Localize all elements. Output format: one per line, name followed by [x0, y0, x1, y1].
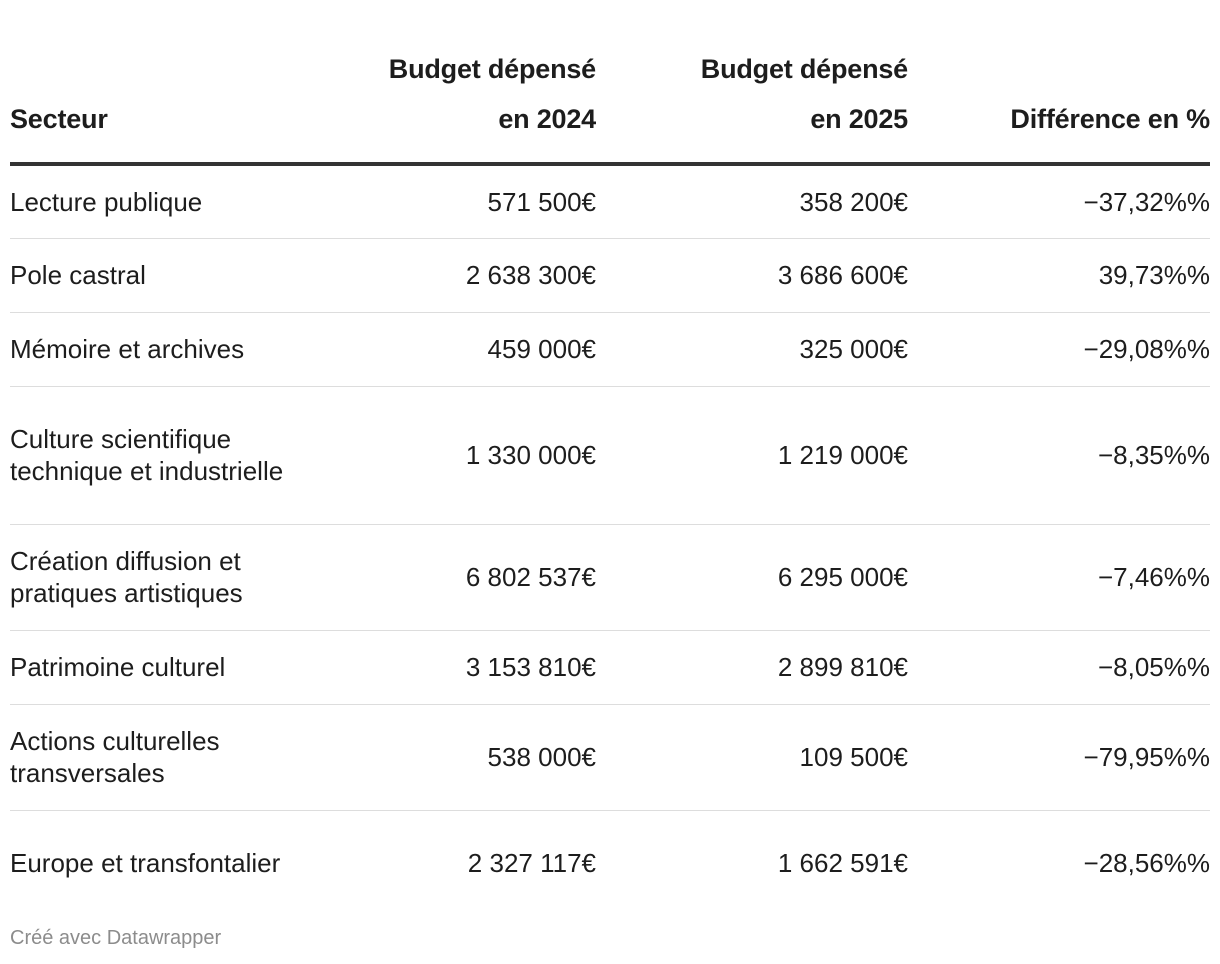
- cell-secteur: Patrimoine culturel: [10, 630, 296, 705]
- cell-difference: 39,73%%: [908, 238, 1210, 313]
- cell-secteur: Pole castral: [10, 238, 296, 313]
- header-difference[interactable]: Différence en %: [908, 44, 1210, 166]
- header-row: Secteur Budget dépensé en 2024 Budget dé…: [10, 44, 1210, 166]
- table-row: Création diffusion et pratiques artistiq…: [10, 524, 1210, 631]
- cell-difference: −29,08%%: [908, 312, 1210, 387]
- header-budget-2024[interactable]: Budget dépensé en 2024: [296, 44, 596, 166]
- table-header: Secteur Budget dépensé en 2024 Budget dé…: [10, 44, 1210, 166]
- cell-difference: −8,05%%: [908, 630, 1210, 705]
- cell-budget-2025: 325 000€: [596, 312, 908, 387]
- cell-budget-2025: 1 662 591€: [777, 848, 908, 879]
- cell-budget-2024: 571 500€: [296, 164, 596, 239]
- cell-budget-2025: 3 686 600€: [596, 238, 908, 313]
- budget-table-container: Secteur Budget dépensé en 2024 Budget dé…: [10, 44, 1210, 916]
- table-row: Pole castral 2 638 300€ 3 686 600€ 39,73%%: [10, 238, 1210, 313]
- cell-budget-2025: 2 899 810€: [596, 630, 908, 705]
- table-body: Lecture publique 571 500€ 358 200€ −37,32%%…: [10, 164, 1210, 916]
- table-row: Actions culturelles transversales 538 000…: [10, 704, 1210, 811]
- cell-budget-2024: 1 330 000€: [296, 386, 596, 525]
- cell-difference: −8,35%%: [908, 386, 1210, 525]
- header-budget-2025[interactable]: Budget dépensé en 2025: [596, 44, 908, 166]
- datawrapper-credit[interactable]: Créé avec Datawrapper: [10, 927, 222, 949]
- cell-secteur: Création diffusion et pratiques artistiq…: [10, 524, 296, 631]
- header-budget-2024-line2: en 2024: [498, 104, 596, 134]
- header-budget-2025-line1: Budget dépensé: [700, 54, 908, 84]
- cell-budget-2025: 1 219 000€: [596, 386, 908, 525]
- cell-secteur: Mémoire et archives: [10, 312, 296, 387]
- cell-budget-2025: 6 295 000€: [596, 524, 908, 631]
- cell-budget-2024: 538 000€: [296, 704, 596, 811]
- table-row: Culture scientifique technique et indust…: [10, 386, 1210, 525]
- cell-budget-2024: 459 000€: [296, 312, 596, 387]
- cell-budget-2024: 6 802 537€: [296, 524, 596, 631]
- table-row: Europe et transfontalier 2 327 117€ 1 662 …: [10, 810, 1210, 916]
- header-secteur[interactable]: Secteur: [10, 44, 296, 166]
- cell-difference: −37,32%%: [908, 164, 1210, 239]
- cell-difference: −79,95%%: [908, 704, 1210, 811]
- cell-secteur: Actions culturelles transversales: [10, 704, 296, 811]
- table-row: Mémoire et archives 459 000€ 325 000€ −29,0…: [10, 312, 1210, 387]
- cell-budget-2025: 109 500€: [596, 704, 908, 811]
- cell-budget-2025: 358 200€: [596, 164, 908, 239]
- cell-secteur: Lecture publique: [10, 164, 296, 239]
- cell-budget-2024: 2 638 300€: [296, 238, 596, 313]
- header-budget-2024-line1: Budget dépensé: [388, 54, 596, 84]
- table-row: Patrimoine culturel 3 153 810€ 2 899 810€ −…: [10, 630, 1210, 705]
- cell-secteur: Culture scientifique technique et indust…: [10, 386, 296, 525]
- budget-table: Secteur Budget dépensé en 2024 Budget dé…: [10, 44, 1210, 916]
- table-row: Lecture publique 571 500€ 358 200€ −37,32%%: [10, 164, 1210, 239]
- header-budget-2025-line2: en 2025: [810, 104, 908, 134]
- header-difference-label: Différence en %: [1010, 104, 1210, 134]
- cell-difference: −7,46%%: [908, 524, 1210, 631]
- cell-budget-2024: 3 153 810€: [296, 630, 596, 705]
- cell-budget-2024: 2 327 117€: [467, 848, 596, 879]
- cell-difference: −28,56%%: [1083, 848, 1210, 879]
- header-secteur-label: Secteur: [10, 104, 108, 134]
- cell-secteur: Europe et transfontalier: [10, 848, 281, 879]
